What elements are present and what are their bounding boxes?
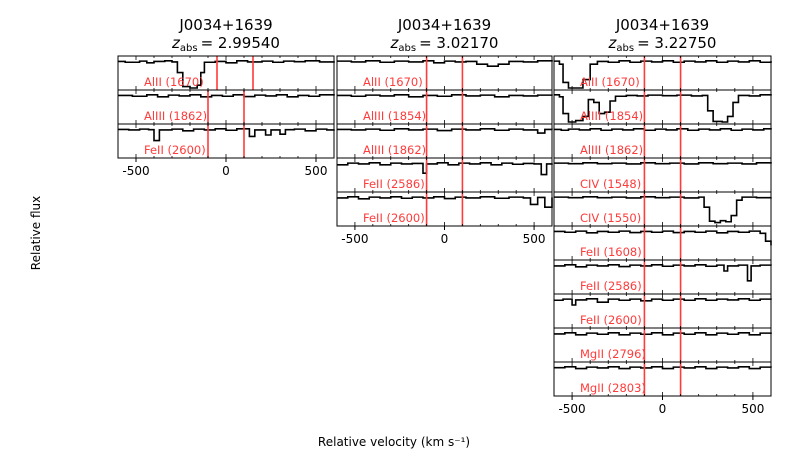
ion-label: FeII (2586) <box>363 177 425 191</box>
panel-aliii-1862: AlIII (1862) <box>553 123 772 159</box>
chart-subtitle-redshift: zabs = 3.22750 <box>608 34 717 54</box>
panel-aliii-1862: AlIII (1862) <box>117 89 335 125</box>
ion-label: MgII (2796) <box>580 347 646 361</box>
panel-aliii-1862: AlIII (1862) <box>336 123 553 159</box>
chart-subtitle-redshift: zabs = 3.02170 <box>390 34 499 54</box>
flux-profile <box>554 162 772 165</box>
panel-feii-2600: FeII (2600) <box>336 191 553 227</box>
flux-profile <box>554 264 772 282</box>
ion-label: AlII (1670) <box>580 75 640 89</box>
x-tick-label: 0 <box>441 232 449 246</box>
panel-civ-1550: CIV (1550) <box>553 191 772 227</box>
panel-feii-2586: FeII (2586) <box>336 157 553 193</box>
flux-profile <box>554 298 772 306</box>
ion-label: FeII (2600) <box>580 313 642 327</box>
ion-label: CIV (1550) <box>580 211 641 225</box>
x-axis-label: Relative velocity (km s⁻¹) <box>318 435 470 449</box>
flux-profile <box>118 94 335 98</box>
ion-label: MgII (2803) <box>580 381 646 395</box>
ion-label: FeII (2600) <box>144 143 206 157</box>
flux-profile <box>337 128 553 134</box>
flux-profile <box>118 128 335 142</box>
x-tick-label: -500 <box>122 164 149 178</box>
x-tick-label: -500 <box>341 232 368 246</box>
panel-aliii-1854: AlIII (1854) <box>553 89 772 125</box>
panel-feii-2586: FeII (2586) <box>553 259 772 295</box>
panel-mgii-2796: MgII (2796) <box>553 327 772 363</box>
chart-title: J0034+1639 <box>615 16 709 34</box>
flux-profile <box>337 162 553 176</box>
ion-label: FeII (2586) <box>580 279 642 293</box>
panel-mgii-2803: MgII (2803) <box>553 361 772 397</box>
ion-label: CIV (1548) <box>580 177 641 191</box>
flux-profile <box>554 60 772 89</box>
flux-profile <box>554 332 772 336</box>
panel-feii-2600: FeII (2600) <box>117 123 335 159</box>
x-tick-label: 500 <box>523 232 546 246</box>
x-tick-label: 0 <box>659 402 667 416</box>
flux-profile <box>337 60 553 67</box>
panel-alii-1670: AlII (1670) <box>117 55 335 91</box>
flux-profile <box>554 230 772 246</box>
ion-label: FeII (2600) <box>363 211 425 225</box>
ion-label: AlIII (1862) <box>144 109 207 123</box>
x-tick-label: 500 <box>741 402 764 416</box>
x-tick-label: 500 <box>305 164 328 178</box>
panel-civ-1548: CIV (1548) <box>553 157 772 193</box>
ion-label: AlII (1670) <box>144 75 204 89</box>
chart-title: J0034+1639 <box>397 16 491 34</box>
flux-profile <box>554 196 772 224</box>
ion-label: AlIII (1862) <box>363 143 426 157</box>
x-tick-label: -500 <box>558 402 585 416</box>
panel-aliii-1854: AlIII (1854) <box>336 89 553 125</box>
y-axis-label: Relative flux <box>29 196 43 270</box>
panel-feii-2600: FeII (2600) <box>553 293 772 329</box>
ion-label: AlII (1670) <box>363 75 423 89</box>
panel-feii-1608: FeII (1608) <box>553 225 772 261</box>
x-tick-label: 0 <box>222 164 230 178</box>
ion-label: AlIII (1854) <box>580 109 643 123</box>
flux-profile <box>337 94 553 98</box>
flux-profile <box>554 128 772 132</box>
ion-label: AlIII (1854) <box>363 109 426 123</box>
flux-profile <box>554 366 772 370</box>
ion-label: AlIII (1862) <box>580 143 643 157</box>
panel-alii-1670: AlII (1670) <box>336 55 553 91</box>
flux-profile <box>337 196 553 208</box>
flux-profile <box>554 94 772 123</box>
chart-title: J0034+1639 <box>178 16 272 34</box>
flux-profile <box>118 60 335 89</box>
panel-alii-1670: AlII (1670) <box>553 55 772 91</box>
chart-subtitle-redshift: zabs = 2.99540 <box>171 34 280 54</box>
ion-label: FeII (1608) <box>580 245 642 259</box>
